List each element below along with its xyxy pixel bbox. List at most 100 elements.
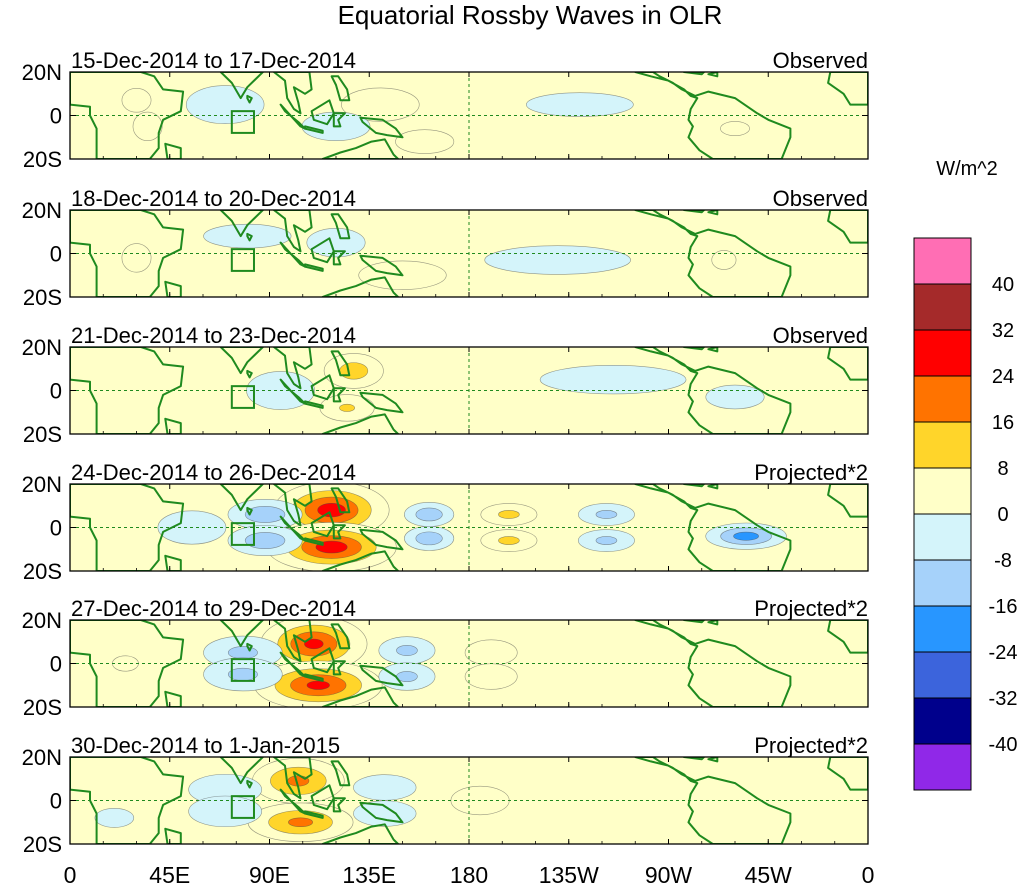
coastline [272,757,313,800]
coastline [246,779,253,789]
coastline [332,112,346,128]
colorbar-label: 32 [992,320,1014,342]
y-tick-label: 20S [23,422,62,447]
anomaly-8 [94,808,135,828]
anomaly-8 [480,529,538,552]
coastline [246,642,253,652]
x-tick-label: 135E [342,862,396,888]
coastline [683,757,705,761]
coastline [634,72,792,159]
coastline [279,241,306,268]
anomaly-contour [94,808,135,828]
anomaly-contour [317,502,346,518]
coastline [310,647,335,674]
coastline [359,664,404,687]
coastline [310,784,335,811]
coastline [707,757,719,763]
anomaly-contour [498,510,520,519]
anomaly-contour [720,121,750,137]
x-tick-label: 0 [64,862,77,888]
y-tick-label: 20N [22,60,62,85]
coastline [332,250,346,266]
coastlines [70,620,868,707]
anomaly-contour [244,506,286,523]
anomaly-contour [306,228,366,258]
anomaly-contour [306,680,330,690]
coastline [304,810,324,819]
index-region-box [230,795,255,819]
colorbar-swatch [913,237,972,285]
colorbar-swatch [913,743,972,791]
coastline [164,554,182,571]
coastlines [70,484,868,571]
x-tick-label: 90W [645,862,693,888]
coastline [272,620,313,663]
anomaly-contour [498,536,520,545]
coastline [707,72,719,78]
coastline [219,620,264,648]
anomaly-4 [227,525,303,557]
anomaly-5 [378,636,436,665]
panel-type-label: Projected*2 [754,733,868,758]
anomaly-3 [121,88,152,113]
coastline [827,210,868,244]
y-tick-label: 0 [50,242,62,267]
coastline [634,347,792,434]
coastline [634,210,792,297]
coastline [219,72,264,100]
colorbar-swatch [913,559,972,607]
anomaly-4 [203,657,283,692]
x-tick-label: 45W [745,862,793,888]
anomaly-contour [595,536,618,545]
x-tick-label: 45E [149,862,190,888]
anomaly-9 [578,503,635,526]
y-tick-label: 20N [22,472,62,497]
panel-type-label: Observed [773,323,868,348]
coastline [634,620,792,707]
colorbar-swatch [913,651,972,699]
coastline [310,374,335,401]
colorbar-swatch [913,329,972,377]
y-tick-label: 20S [23,832,62,857]
anomaly-contour [733,531,759,541]
coastline [272,72,313,115]
anomaly-contour [396,645,418,656]
panel-type-label: Observed [773,48,868,73]
anomaly-field [112,620,518,707]
anomaly-contour [705,384,765,410]
y-tick-label: 0 [50,104,62,129]
coastline [272,347,313,390]
panel-4: 20N 0 20S 24-Dec-2014 to 26-Dec-2014 Project… [22,460,869,584]
x-tick-label: 90E [249,862,290,888]
coastline [279,378,306,405]
coastline [359,801,404,824]
anomaly-8 [464,663,518,690]
panel-period-label: 27-Dec-2014 to 29-Dec-2014 [71,596,356,621]
anomaly-contour [244,532,286,549]
coastline [164,142,182,159]
anomaly-contour [464,639,518,666]
y-tick-label: 20N [22,745,62,770]
y-tick-label: 20N [22,335,62,360]
anomaly-4 [306,228,366,258]
coastline [707,484,719,490]
coastline [164,417,182,434]
coastline [219,757,264,785]
coastline [219,484,264,512]
coastline [304,537,324,546]
coastline [707,210,719,216]
panel-type-label: Projected*2 [754,596,868,621]
anomaly-3 [121,243,152,273]
anomaly-2 [711,250,737,270]
coastline [70,484,185,571]
colorbar-swatch [913,697,972,745]
coastline [279,788,306,815]
coastline [330,487,351,514]
index-region-box [230,385,255,409]
anomaly-4 [132,111,163,141]
panel-type-label: Projected*2 [754,460,868,485]
anomaly-contour [711,250,737,270]
coastlines [70,210,868,297]
coastline [246,94,253,104]
